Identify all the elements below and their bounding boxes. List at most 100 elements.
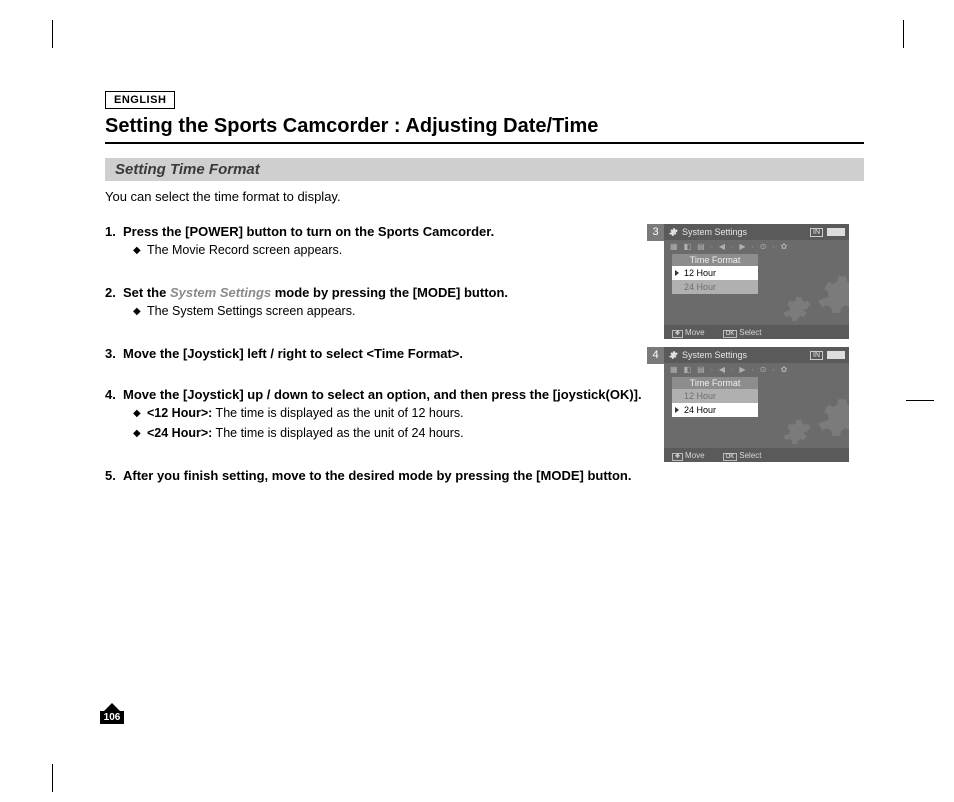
mode-icon: ∙ (772, 242, 774, 251)
mode-icon: ∙ (711, 365, 713, 374)
diamond-bullet-icon: ◆ (133, 243, 147, 259)
background-gears-icon (761, 381, 849, 451)
mode-icon: ◀ (719, 242, 725, 251)
section-title: Setting Time Format (105, 158, 864, 181)
mode-icon: ✿ (781, 365, 788, 374)
mode-icon: ∙ (731, 365, 733, 374)
background-gears-icon (761, 258, 849, 328)
screen-body: Time Format12 Hour24 Hour (670, 377, 843, 446)
diamond-bullet-icon: ◆ (133, 304, 147, 320)
screen-topbar: System Settings IN (664, 347, 849, 363)
step-heading: 4.Move the [Joystick] up / down to selec… (105, 387, 644, 402)
step-number: 3. (105, 346, 123, 361)
step-heading: 2.Set the System Settings mode by pressi… (105, 285, 644, 300)
mode-icon-row: ▦ ◧ ▤ ∙ ◀ ∙ ▶ ∙ ⊙ ∙ ✿ (664, 363, 849, 375)
screen-body: Time Format12 Hour24 Hour (670, 254, 843, 323)
camcorder-screen: System SettingsIN▦◧▤∙◀∙▶∙⊙∙✿Time Format1… (664, 224, 849, 339)
step-number: 5. (105, 468, 123, 483)
time-format-option[interactable]: 12 Hour (672, 389, 758, 403)
mode-icon: ⊙ (760, 242, 767, 251)
option-panel: Time Format12 Hour24 Hour (672, 377, 758, 417)
screen-topbar: System SettingsIN (664, 224, 849, 240)
steps-list: 1.Press the [POWER] button to turn on th… (105, 224, 664, 509)
step-text: Press the [POWER] button to turn on the … (123, 224, 644, 239)
crop-mark (52, 764, 53, 792)
step-text: Move the [Joystick] left / right to sele… (123, 346, 644, 361)
mode-icon: ▦ (670, 365, 678, 374)
page-title: Setting the Sports Camcorder : Adjusting… (105, 115, 864, 144)
screenshot: 3System SettingsIN▦◧▤∙◀∙▶∙⊙∙✿Time Format… (664, 224, 864, 339)
diamond-bullet-icon: ◆ (133, 406, 147, 422)
step: 1.Press the [POWER] button to turn on th… (105, 224, 644, 259)
footer-hint-move: ✥Move (672, 328, 705, 337)
page-number-arrow-icon (104, 703, 120, 711)
step-sub-text: <12 Hour>: The time is displayed as the … (147, 406, 644, 422)
step-sub: ◆The Movie Record screen appears. (133, 243, 644, 259)
option-panel: Time Format12 Hour24 Hour (672, 254, 758, 294)
mode-icon: ▶ (739, 242, 745, 251)
gear-icon (668, 227, 678, 237)
page-number-badge: 106 (95, 703, 129, 727)
mode-icon-row: ▦◧▤∙◀∙▶∙⊙∙✿ (664, 240, 849, 252)
page-number: 106 (100, 711, 124, 724)
footer-hint-select: OKSelect (723, 451, 762, 460)
battery-icon (827, 351, 845, 359)
step-sub-text: <24 Hour>: The time is displayed as the … (147, 426, 644, 442)
step-sub: ◆The System Settings screen appears. (133, 304, 644, 320)
crop-mark (903, 20, 904, 48)
camcorder-screen: System Settings IN ▦ ◧ ▤ ∙ ◀ ∙ ▶ ∙ ⊙ ∙ ✿ Time Format1… (664, 347, 849, 462)
option-panel-title: Time Format (672, 377, 758, 389)
step-heading: 5.After you finish setting, move to the … (105, 468, 644, 483)
mode-icon: ◧ (684, 242, 692, 251)
crop-mark (906, 400, 934, 401)
option-panel-title: Time Format (672, 254, 758, 266)
time-format-option[interactable]: 24 Hour (672, 280, 758, 294)
crop-mark (52, 20, 53, 48)
step: 5.After you finish setting, move to the … (105, 468, 644, 483)
step-number: 4. (105, 387, 123, 402)
step-text: After you finish setting, move to the de… (123, 468, 644, 483)
step-heading: 1.Press the [POWER] button to turn on th… (105, 224, 644, 239)
screenshots-column: 3System SettingsIN▦◧▤∙◀∙▶∙⊙∙✿Time Format… (664, 224, 864, 509)
mode-icon: ∙ (751, 242, 753, 251)
step-text: Move the [Joystick] up / down to select … (123, 387, 644, 402)
mode-icon: ∙ (751, 365, 753, 374)
screen-footer: ✥Move OKSelect (664, 325, 849, 339)
gear-icon (668, 350, 678, 360)
mode-icon: ◧ (684, 365, 692, 374)
step-heading: 3.Move the [Joystick] left / right to se… (105, 346, 644, 361)
diamond-bullet-icon: ◆ (133, 426, 147, 442)
intro-text: You can select the time format to displa… (105, 189, 864, 204)
step-sub: ◆<24 Hour>: The time is displayed as the… (133, 426, 644, 442)
mode-icon: ∙ (731, 242, 733, 251)
battery-icon (827, 228, 845, 236)
screen-footer: ✥Move OKSelect (664, 448, 849, 462)
storage-in-label: IN (810, 228, 823, 237)
mode-icon: ∙ (772, 365, 774, 374)
time-format-option[interactable]: 24 Hour (672, 403, 758, 417)
content-row: 1.Press the [POWER] button to turn on th… (105, 224, 864, 509)
screenshot-step-badge: 4 (647, 347, 664, 364)
step-number: 1. (105, 224, 123, 239)
manual-page: ENGLISH Setting the Sports Camcorder : A… (0, 0, 954, 802)
step: 2.Set the System Settings mode by pressi… (105, 285, 644, 320)
screen-title: System Settings (682, 350, 806, 360)
step-sub-text: The Movie Record screen appears. (147, 243, 644, 259)
footer-hint-select: OKSelect (723, 328, 762, 337)
language-label: ENGLISH (105, 91, 175, 109)
mode-icon: ▤ (697, 365, 705, 374)
mode-icon: ⊙ (760, 365, 767, 374)
mode-icon: ◀ (719, 365, 725, 374)
mode-icon: ✿ (781, 242, 788, 251)
step-sub: ◆<12 Hour>: The time is displayed as the… (133, 406, 644, 422)
mode-icon: ▶ (739, 365, 745, 374)
time-format-option[interactable]: 12 Hour (672, 266, 758, 280)
storage-in-label: IN (810, 351, 823, 360)
step-text: Set the System Settings mode by pressing… (123, 285, 644, 300)
screenshot: 4System SettingsIN▦◧▤∙◀∙▶∙⊙∙✿Time Format… (664, 347, 864, 462)
step-sub-text: The System Settings screen appears. (147, 304, 644, 320)
step: 3.Move the [Joystick] left / right to se… (105, 346, 644, 361)
screenshot-step-badge: 3 (647, 224, 664, 241)
step: 4.Move the [Joystick] up / down to selec… (105, 387, 644, 442)
footer-hint-move: ✥Move (672, 451, 705, 460)
